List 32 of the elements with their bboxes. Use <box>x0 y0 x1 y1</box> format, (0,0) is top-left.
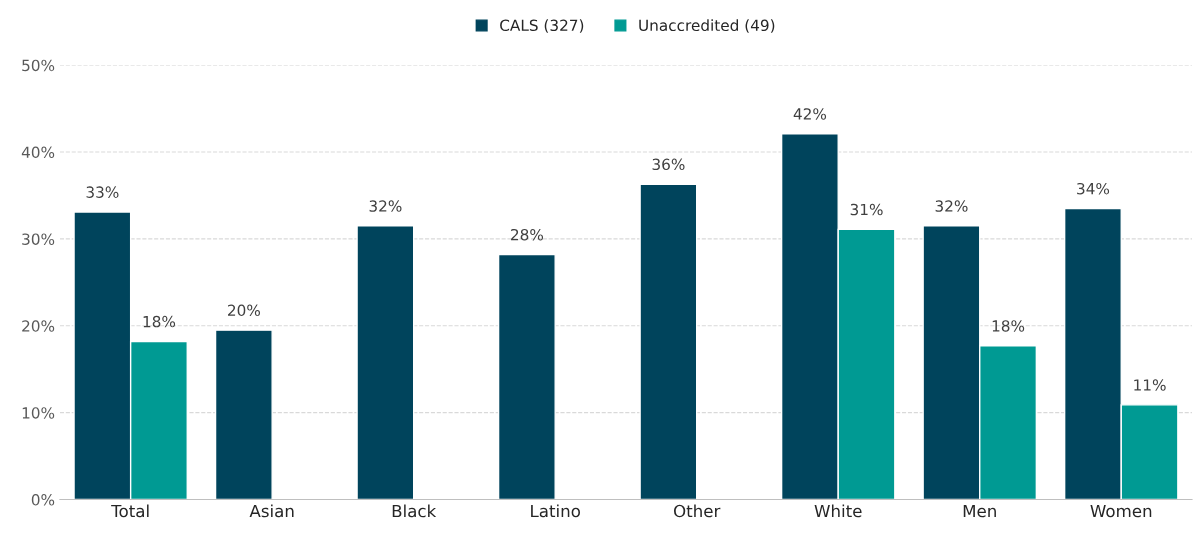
y-tick-label: 50% <box>22 59 55 72</box>
bar <box>639 183 698 500</box>
bar <box>497 253 556 500</box>
x-tick-label: Latino <box>531 504 580 518</box>
data-label: 28% <box>511 228 544 241</box>
data-label: 11% <box>1134 379 1166 391</box>
y-tick-label: 40% <box>21 146 55 159</box>
y-tick-label: 10% <box>22 407 55 419</box>
x-tick-label: Total <box>111 504 149 518</box>
x-tick-label: Other <box>673 504 721 518</box>
bar <box>356 225 415 500</box>
data-label: 42% <box>793 108 827 120</box>
data-label: 32% <box>935 200 968 212</box>
data-label: 20% <box>228 304 260 317</box>
data-label: 34% <box>1077 182 1110 195</box>
data-label: 32% <box>369 200 402 212</box>
x-tick-label: Black <box>392 504 437 518</box>
y-tick-label: 30% <box>22 233 55 245</box>
x-tick-label: Asian <box>249 504 294 518</box>
data-label: 31% <box>850 203 883 216</box>
x-tick-label: White <box>814 504 862 518</box>
data-label: 36% <box>652 158 685 171</box>
data-label: 18% <box>143 315 176 328</box>
data-label: 33% <box>86 186 119 198</box>
y-tick-label: 20% <box>22 320 55 332</box>
legend-label: Unaccredited (49) <box>639 19 775 33</box>
bar <box>214 329 273 500</box>
y-tick-label: 0% <box>31 494 55 506</box>
data-label: 18% <box>992 320 1025 332</box>
x-tick-label: Women <box>1090 504 1152 518</box>
legend-label: CALS (327) <box>500 19 584 33</box>
x-tick-label: Men <box>963 504 996 518</box>
